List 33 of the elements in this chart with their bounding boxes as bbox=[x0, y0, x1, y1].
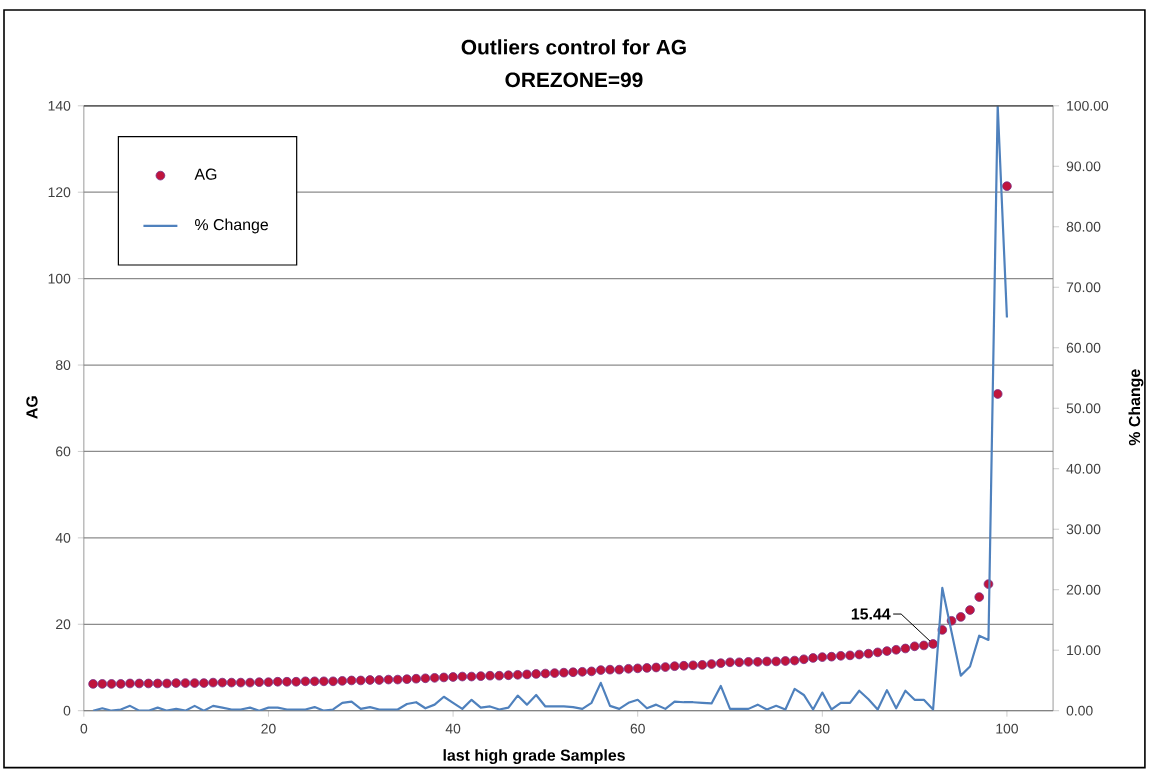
y2-tick-label: 40.00 bbox=[1066, 464, 1101, 474]
x-tick-label: 100 bbox=[996, 723, 1018, 734]
y2-tick-label: 100.00 bbox=[1067, 101, 1109, 111]
chart-title: Outliers control for AG bbox=[461, 39, 686, 55]
y2-tick-label: 80.00 bbox=[1066, 222, 1101, 232]
y2-tick-label: 0.00 bbox=[1066, 705, 1093, 716]
x-tick-label: 80 bbox=[815, 723, 830, 734]
y-tick-label: 140 bbox=[48, 101, 71, 111]
y2-tick-label: 90.00 bbox=[1066, 161, 1101, 172]
annotation: 15.44 bbox=[851, 608, 891, 620]
y-tick-label: 20 bbox=[56, 619, 71, 630]
y2-axis-title: % Change bbox=[1128, 369, 1144, 446]
x-tick-label: 0 bbox=[80, 723, 88, 734]
legend-label: AG bbox=[194, 168, 217, 181]
x-tick-label: 20 bbox=[261, 723, 276, 734]
x-axis-title: last high grade Samples bbox=[443, 749, 625, 765]
y-tick-label: 100 bbox=[48, 273, 71, 284]
y2-tick-label: 70.00 bbox=[1066, 282, 1101, 293]
y-tick-label: 40 bbox=[55, 533, 71, 543]
chart-subtitle: OREZONE=99 bbox=[505, 72, 643, 88]
legend-label: % Change bbox=[195, 218, 269, 234]
y-tick-label: 60 bbox=[56, 446, 71, 457]
y-tick-label: 0 bbox=[63, 705, 71, 716]
x-tick-label: 60 bbox=[630, 723, 645, 734]
y2-tick-label: 60.00 bbox=[1066, 343, 1101, 353]
y2-tick-label: 30.00 bbox=[1066, 524, 1101, 535]
y-tick-label: 80 bbox=[55, 360, 71, 371]
y-tick-label: 120 bbox=[48, 187, 71, 198]
x-tick-label: 40 bbox=[445, 723, 461, 734]
y2-tick-label: 50.00 bbox=[1066, 403, 1101, 414]
y-axis-title: AG bbox=[26, 396, 38, 419]
y2-tick-label: 10.00 bbox=[1067, 645, 1101, 656]
y2-tick-label: 20.00 bbox=[1066, 585, 1101, 595]
